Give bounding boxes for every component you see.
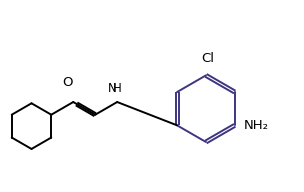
Text: N: N — [108, 82, 117, 95]
Text: H: H — [113, 82, 122, 95]
Text: Cl: Cl — [201, 52, 214, 65]
Text: O: O — [62, 76, 72, 89]
Text: NH₂: NH₂ — [244, 119, 269, 132]
